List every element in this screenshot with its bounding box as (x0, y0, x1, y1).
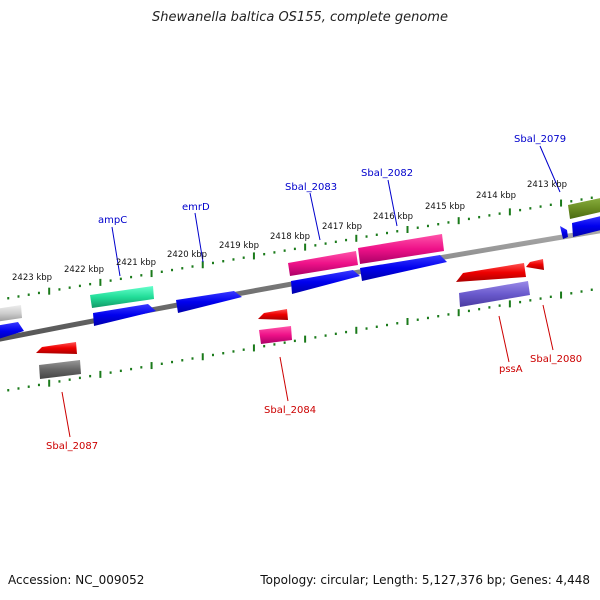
tick-labels: 2413 kbp 2414 kbp 2415 kbp 2416 kbp 2417… (12, 180, 567, 283)
gene-label-ampc[interactable]: ampC (98, 215, 127, 226)
gene-labels-forward: Sbal_2079 Sbal_2082 Sbal_2083 emrD ampC (98, 134, 566, 226)
tick-label: 2418 kbp (270, 232, 310, 242)
gene-label-pssa[interactable]: pssA (499, 364, 523, 375)
gene-label-sbal-2084[interactable]: Sbal_2084 (264, 405, 316, 416)
tick-label: 2421 kbp (116, 258, 156, 268)
leader-sbal-2082 (387, 179, 398, 227)
gene-arrows (0, 197, 600, 340)
gene-label-sbal-2082[interactable]: Sbal_2082 (361, 168, 413, 179)
leader-emrd (194, 212, 204, 263)
leader-sbal-2087 (61, 391, 71, 438)
gene-arrow-left-light[interactable] (0, 305, 22, 322)
gene-labels-reverse: Sbal_2080 pssA Sbal_2084 Sbal_2087 (46, 354, 582, 452)
gene-arrow-sbal-2082-blue[interactable] (360, 255, 447, 281)
gene-label-sbal-2080[interactable]: Sbal_2080 (530, 354, 582, 365)
tick-label: 2414 kbp (476, 191, 516, 201)
gene-arrow-sbal-2084-red[interactable] (258, 309, 288, 320)
gene-arrow-forward[interactable] (572, 215, 600, 237)
tick-label: 2413 kbp (527, 180, 567, 190)
tick-label: 2417 kbp (322, 222, 362, 232)
gene-arrow-sbal-2080[interactable] (526, 259, 544, 270)
tick-label: 2416 kbp (373, 212, 413, 222)
tick-label: 2419 kbp (219, 241, 259, 251)
gene-arrow-forward-olive[interactable] (568, 197, 600, 219)
tick-track-top (7, 196, 593, 300)
tick-label: 2422 kbp (64, 265, 104, 275)
gene-arrow-sbal-2084-pink[interactable] (259, 326, 292, 344)
label-leaders (61, 145, 561, 438)
gene-label-sbal-2083[interactable]: Sbal_2083 (285, 182, 337, 193)
gene-label-sbal-2087[interactable]: Sbal_2087 (46, 441, 98, 452)
tick-track-bottom (7, 288, 593, 392)
gene-arrow-sbal-2087-gray[interactable] (39, 360, 81, 379)
gene-arrows-reverse (36, 259, 544, 379)
gene-arrow-pssa-red[interactable] (456, 263, 526, 282)
tick-label: 2415 kbp (425, 202, 465, 212)
leader-sbal-2079 (539, 145, 561, 193)
tick-label: 2420 kbp (167, 250, 207, 260)
genome-title: Shewanella baltica OS155, complete genom… (152, 10, 448, 25)
leader-ampc (111, 226, 121, 277)
gene-arrow-ampc-blue[interactable] (93, 304, 156, 326)
gene-arrow-ampc-teal[interactable] (90, 286, 154, 308)
gene-arrow-pssa-purple[interactable] (459, 281, 530, 307)
accession-label: Accession: NC_009052 (8, 573, 145, 587)
tick-label: 2423 kbp (12, 273, 52, 283)
gene-arrow-sbal-2079[interactable] (560, 226, 568, 239)
gene-label-sbal-2079[interactable]: Sbal_2079 (514, 134, 566, 145)
genome-summary: Topology: circular; Length: 5,127,376 bp… (260, 573, 590, 587)
gene-arrow-sbal-2083-pink[interactable] (288, 251, 358, 276)
gene-arrow-emrd[interactable] (176, 291, 242, 313)
leader-sbal-2083 (309, 192, 321, 241)
gene-arrow-sbal-2087-red[interactable] (36, 342, 77, 354)
gene-label-emrd[interactable]: emrD (182, 202, 210, 213)
gene-arrow-sbal-2082-pink[interactable] (358, 234, 444, 264)
gene-arrow-left-blue[interactable] (0, 322, 24, 340)
leader-sbal-2080 (542, 304, 554, 351)
gene-arrow-sbal-2083-blue[interactable] (291, 270, 360, 294)
leader-sbal-2084 (279, 356, 289, 402)
leader-pssa (498, 315, 510, 363)
